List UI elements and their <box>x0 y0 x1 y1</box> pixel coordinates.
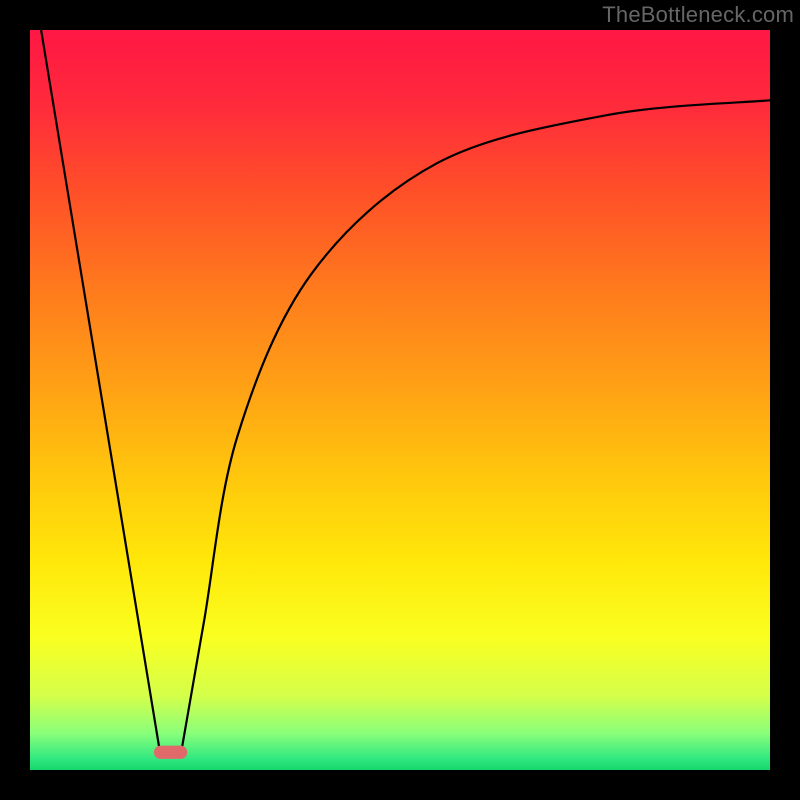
plot-gradient-area <box>30 30 770 770</box>
optimal-marker <box>154 746 187 759</box>
chart-container: TheBottleneck.com <box>0 0 800 800</box>
watermark-text: TheBottleneck.com <box>602 2 794 28</box>
bottleneck-chart <box>0 0 800 800</box>
